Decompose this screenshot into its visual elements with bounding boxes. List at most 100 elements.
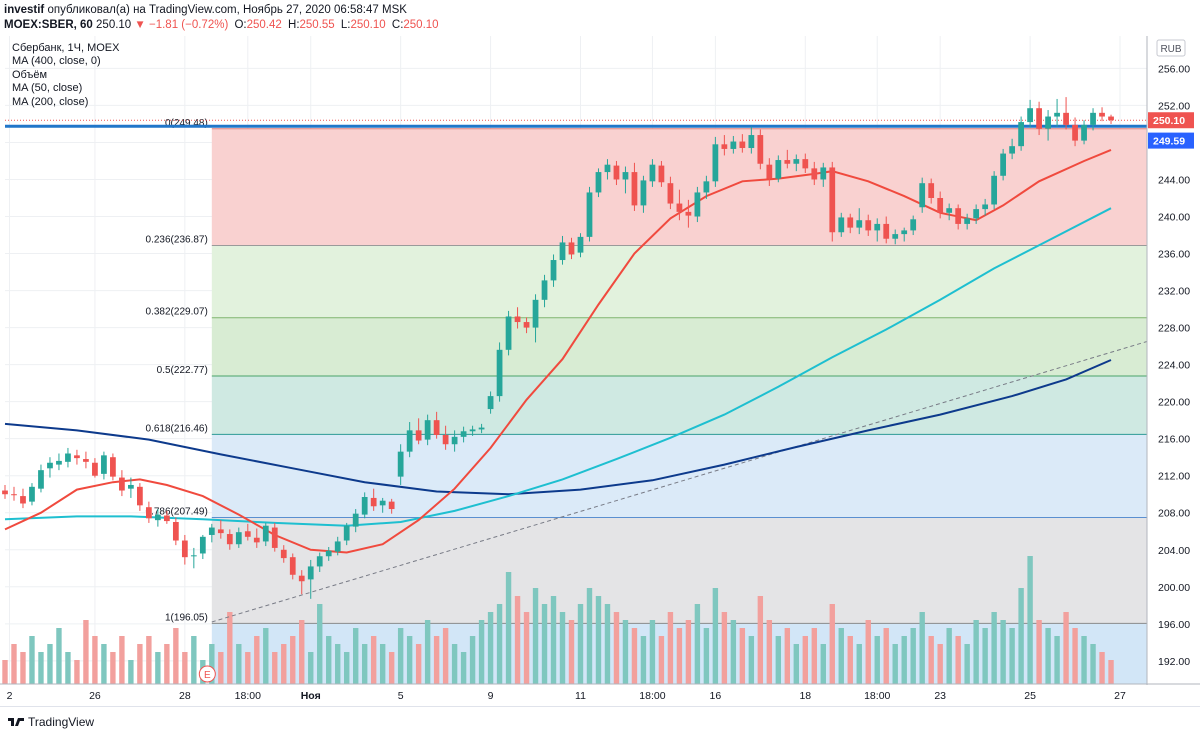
candle-body	[199, 536, 206, 554]
volume-bar	[433, 636, 440, 684]
volume-bar	[595, 596, 602, 684]
candle-body	[137, 486, 143, 506]
y-tick-label: 192.00	[1158, 656, 1190, 668]
fib-level-label: 0.236(236.87)	[146, 234, 208, 245]
volume-bar	[110, 652, 116, 684]
candle-body	[1027, 108, 1033, 123]
legend-volume[interactable]: Объём	[12, 68, 48, 81]
candle-body	[397, 451, 404, 477]
volume-bar	[308, 652, 314, 684]
fib-level-label: 0.618(216.46)	[146, 423, 208, 434]
candle-body	[541, 280, 548, 300]
tradingview-logo[interactable]: TradingView	[8, 715, 94, 729]
volume-bar	[694, 604, 701, 684]
candle-body	[1018, 122, 1024, 147]
y-tick-label: 252.00	[1158, 100, 1190, 112]
candle-body	[1090, 112, 1096, 125]
candle-body	[739, 141, 746, 149]
candle-body	[2, 490, 8, 495]
volume-bar	[227, 612, 233, 684]
volume-bar	[838, 628, 844, 684]
candle-body	[991, 175, 998, 205]
tradingview-brand: TradingView	[28, 715, 95, 729]
x-tick-label: 11	[575, 690, 586, 702]
candle-body	[856, 220, 863, 228]
volume-bar	[577, 604, 584, 684]
volume-bar	[766, 620, 773, 684]
volume-bar	[1081, 636, 1087, 684]
volume-bar	[65, 652, 71, 684]
legend-title[interactable]: Сбербанк, 1Ч, MOEX	[12, 42, 120, 54]
volume-bar	[928, 636, 934, 684]
symbol-name[interactable]: MOEX:SBER, 60	[4, 19, 93, 31]
volume-bar	[775, 636, 782, 684]
volume-bar	[29, 636, 35, 684]
volume-bar	[254, 636, 260, 684]
candle-body	[955, 208, 962, 224]
volume-bar	[973, 620, 979, 684]
x-tick-label: Ноя	[301, 690, 321, 702]
candle-body	[712, 144, 719, 182]
footer-bar: TradingView	[0, 706, 1200, 736]
candle-body	[163, 515, 170, 522]
candle-body	[235, 532, 242, 545]
legend-ma200[interactable]: MA (200, close)	[12, 95, 89, 108]
volume-bar	[92, 636, 98, 684]
candle-body	[361, 497, 368, 515]
y-tick-label: 196.00	[1158, 619, 1190, 631]
fib-level-label: 0.786(207.49)	[146, 506, 208, 517]
candle-body	[883, 223, 890, 239]
candle-body	[1108, 116, 1114, 121]
candle-body	[550, 260, 557, 281]
fib-zone	[211, 128, 1147, 246]
publication-header: investif опубликовал(а) на TradingView.c…	[0, 0, 1200, 36]
volume-bar	[173, 628, 179, 684]
candle-body	[343, 525, 350, 541]
candle-body	[433, 420, 440, 435]
volume-bar	[829, 604, 835, 684]
moving-averages	[4, 148, 1112, 554]
volume-bar	[119, 636, 125, 684]
volume-bar	[982, 628, 988, 684]
volume-bar	[469, 636, 476, 684]
volume-bar	[155, 652, 161, 684]
candle-body	[244, 531, 251, 537]
candle-body	[577, 236, 584, 253]
candle-body	[721, 144, 728, 149]
candle-body	[325, 550, 332, 557]
volume-bar	[388, 652, 395, 684]
volume-bar	[299, 620, 305, 684]
volume-bar	[1009, 628, 1015, 684]
candle-body	[217, 529, 224, 534]
candle-body	[586, 192, 593, 237]
candle-body	[505, 316, 512, 350]
legend-ma50[interactable]: MA (50, close)	[12, 82, 83, 95]
candle-body	[271, 527, 278, 548]
author-name[interactable]: investif	[4, 4, 45, 16]
candle-body	[748, 135, 755, 149]
fib-zone	[211, 517, 1147, 624]
volume-bar	[901, 636, 907, 684]
volume-bar	[236, 644, 242, 684]
volume-bar	[344, 652, 350, 684]
candle-body	[289, 557, 296, 575]
fib-zone	[211, 434, 1147, 518]
volume-bar	[182, 652, 188, 684]
candle-body	[775, 160, 782, 179]
candle-body	[181, 540, 188, 558]
volume-bar	[658, 636, 665, 684]
candle-body	[928, 183, 935, 198]
fib-zone	[211, 317, 1147, 377]
price-chart[interactable]: 0(249.48) 0.236(236.87) 0.382(229.07) 0.5(2…	[0, 36, 1200, 706]
volume-bar	[397, 628, 404, 684]
volume-bar	[667, 612, 674, 684]
volume-bar	[514, 596, 521, 684]
volume-bar	[505, 572, 512, 684]
volume-bar	[631, 628, 638, 684]
ma50-line	[4, 148, 1112, 554]
legend-ma400[interactable]: MA (400, close, 0)	[12, 55, 101, 68]
close-value: 250.10	[403, 19, 439, 31]
candle-body	[622, 172, 629, 180]
candle-body	[640, 180, 647, 206]
volume-bar	[38, 652, 44, 684]
